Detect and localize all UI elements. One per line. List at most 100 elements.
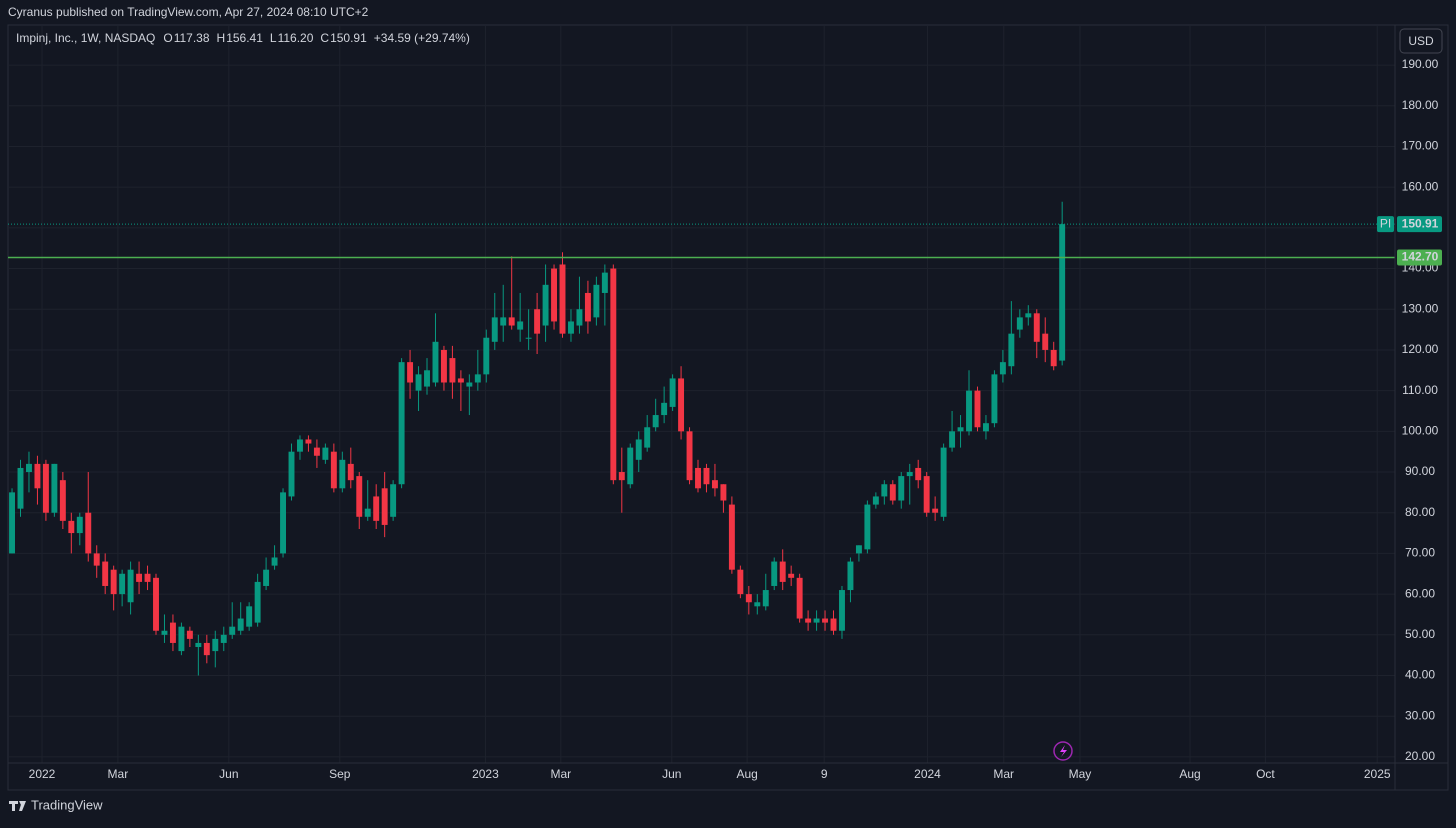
candle-body [822, 618, 829, 623]
candle-body [695, 467, 701, 489]
candle-body [703, 467, 710, 485]
y-tick-label: 20.00 [1405, 749, 1435, 763]
candle-body [42, 463, 49, 513]
candle-body [839, 590, 845, 631]
x-tick-label: 2022 [29, 767, 56, 781]
candle-body [500, 317, 507, 326]
currency[interactable]: USD [1408, 34, 1434, 48]
y-tick-label: 100.00 [1402, 424, 1439, 438]
candle-body [330, 451, 337, 489]
candle-body [711, 480, 718, 489]
candle-body [288, 451, 295, 497]
candle-body [788, 573, 795, 578]
candle-body [652, 415, 659, 428]
last-price-tag [1397, 216, 1442, 233]
candle-body [424, 370, 430, 387]
candle-body [483, 337, 490, 375]
candle-body [415, 374, 422, 391]
candle-body [915, 467, 922, 481]
candle-body [754, 602, 761, 607]
candle-body [745, 594, 752, 603]
candle-body [59, 480, 66, 521]
candle-body [457, 378, 464, 383]
candle-body [390, 484, 397, 517]
event-icon[interactable] [1053, 741, 1073, 761]
candle-body [881, 484, 888, 497]
candle-body [1042, 333, 1049, 350]
candle-body [153, 577, 159, 631]
candle-body [76, 516, 83, 534]
candle-body [432, 341, 439, 383]
legend-value: 156.41 [226, 31, 263, 45]
candle-body [542, 284, 549, 326]
candle-body [136, 573, 143, 582]
candle-body [559, 264, 566, 334]
x-tick-label: 2024 [914, 767, 941, 781]
candle-body [720, 484, 727, 501]
legend-key: O [163, 31, 172, 45]
y-tick-label: 130.00 [1402, 301, 1439, 315]
candle-body [906, 472, 913, 477]
y-tick-label: 190.00 [1402, 57, 1439, 71]
candle-body [381, 488, 388, 525]
brand: TradingView [31, 797, 103, 812]
candle-body [85, 512, 92, 554]
candle-body [644, 427, 651, 448]
panel [7, 24, 1449, 791]
legend-value: 116.20 [278, 31, 314, 45]
x-tick-label: May [1069, 767, 1092, 781]
candle-body [517, 321, 524, 330]
currency-button[interactable] [1399, 28, 1443, 54]
candle-body [635, 439, 642, 460]
candle-body [373, 496, 380, 521]
x-tick-label: Sep [329, 767, 351, 781]
candle-body [576, 309, 583, 326]
candle-body [568, 321, 574, 334]
candle-body [847, 561, 854, 591]
candle-body [898, 476, 905, 501]
x-tick-label: Jun [662, 767, 681, 781]
candle-body [102, 561, 109, 586]
candle-body [923, 476, 930, 513]
legend-key: H [217, 31, 226, 45]
candle-body [68, 520, 75, 534]
candle-body [119, 573, 126, 595]
candle-body [474, 374, 481, 383]
candle-body [525, 337, 532, 339]
candle-body [601, 272, 608, 293]
candle-body [51, 463, 58, 513]
candle-body [237, 618, 244, 631]
x-tick-label: Mar [993, 767, 1014, 781]
publisher: Cyranus published on TradingView.com, Ap… [8, 5, 369, 19]
candle-body [508, 317, 515, 326]
candle-body [593, 284, 600, 318]
y-tick-label: 110.00 [1402, 383, 1438, 397]
y-tick-label: 50.00 [1405, 627, 1435, 641]
x-tick-label: Mar [108, 767, 129, 781]
candle-body [957, 427, 964, 432]
x-tick-label: 9 [821, 767, 828, 781]
candle-body [678, 378, 685, 432]
candle-body [246, 606, 253, 627]
candle-body [178, 626, 185, 652]
hline-tag [1397, 249, 1442, 266]
candle-body [830, 618, 837, 631]
candle-body [669, 378, 676, 407]
candle-body [813, 618, 820, 623]
candle-body [34, 463, 41, 489]
y-tick-label: 90.00 [1405, 464, 1435, 478]
candle-body [584, 292, 591, 322]
candle-body [186, 630, 193, 639]
candle-body [254, 581, 261, 623]
candle-body [263, 569, 270, 586]
candle-body [940, 447, 947, 517]
y-tick-label: 180.00 [1402, 98, 1439, 112]
candle-body [864, 504, 871, 550]
candle-body [26, 463, 32, 473]
candle-body [212, 638, 219, 652]
candle-body [17, 467, 24, 509]
candle-body [610, 268, 617, 481]
candle-body [297, 439, 303, 452]
brand-logo [9, 801, 26, 811]
